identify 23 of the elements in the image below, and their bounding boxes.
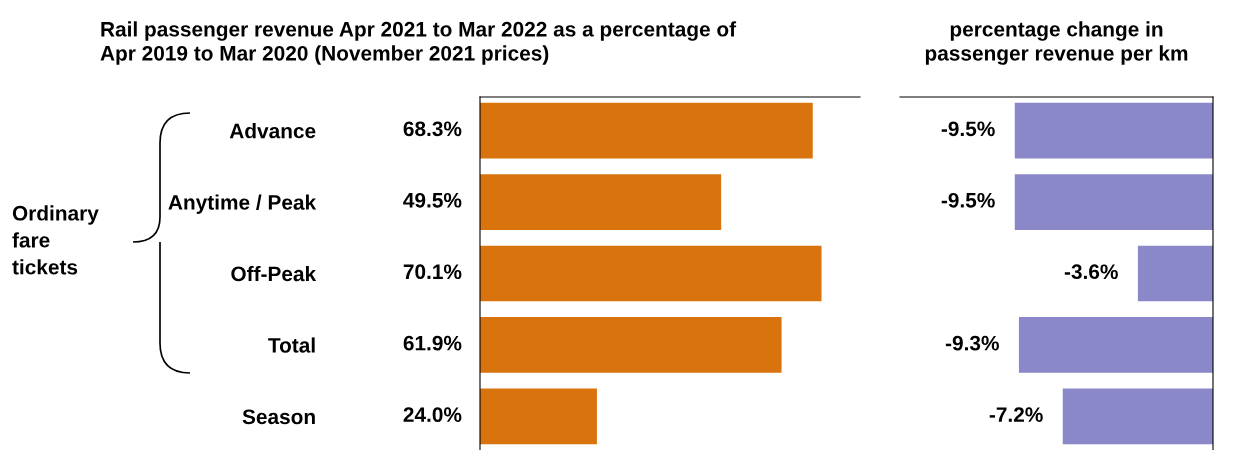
bar bbox=[480, 388, 597, 445]
data-label: 49.5% bbox=[403, 192, 462, 208]
data-label: -7.2% bbox=[989, 407, 1043, 422]
y-tick-label: Advance bbox=[229, 123, 316, 139]
data-label: -9.5% bbox=[941, 121, 995, 137]
data-label: 70.1% bbox=[403, 264, 462, 280]
y-tick-label: Anytime / Peak bbox=[168, 194, 317, 214]
y-tick-label: Total bbox=[268, 337, 315, 353]
data-label: -9.5% bbox=[941, 192, 995, 208]
data-label: 61.9% bbox=[403, 335, 462, 351]
bar bbox=[480, 174, 722, 230]
text: Ordinary fare tickets bbox=[12, 205, 99, 275]
chart-title: percentage change in passenger revenue per km bbox=[925, 21, 1188, 65]
data-label: -3.6% bbox=[1064, 264, 1118, 280]
y-tick-label: Season bbox=[242, 409, 315, 425]
bar bbox=[480, 245, 822, 302]
data-label: -9.3% bbox=[945, 335, 999, 351]
bar bbox=[480, 317, 782, 373]
y-tick-label: Off-Peak bbox=[231, 265, 317, 282]
bar bbox=[480, 102, 813, 159]
data-label: 24.0% bbox=[403, 407, 462, 423]
chart-title: Rail passenger revenue Apr 2021 to Mar 2022 as a percentage of Apr 2019 to Mar 2020 (November 2021 prices) bbox=[100, 21, 737, 65]
data-label: 68.3% bbox=[403, 121, 462, 137]
